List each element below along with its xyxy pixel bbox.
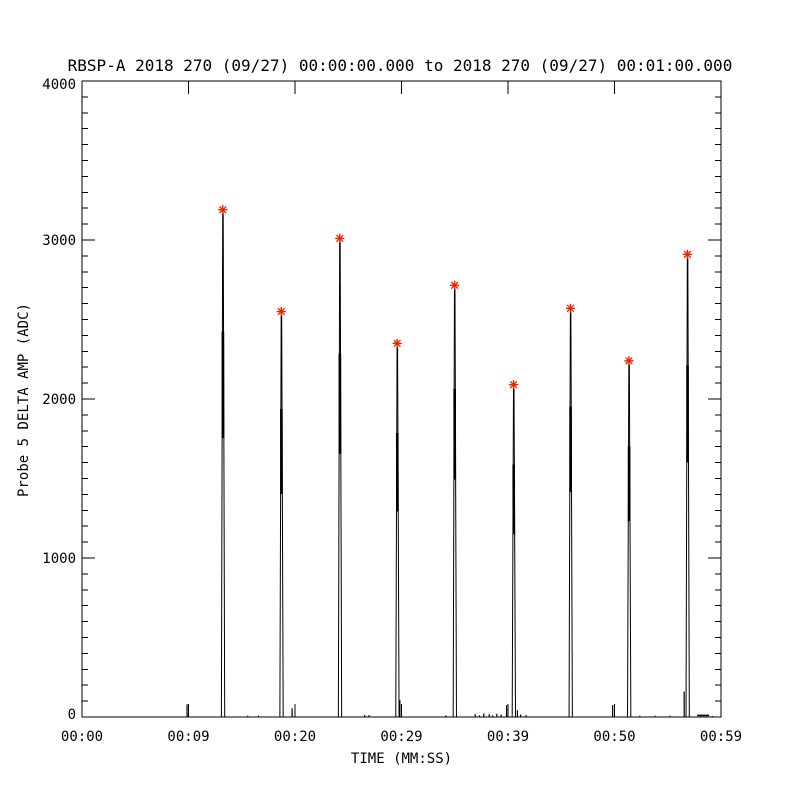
peak-marker-asterisk	[450, 281, 459, 290]
spike-rise-line	[220, 212, 224, 718]
x-tick-label: 00:59	[700, 729, 742, 745]
plot-title: RBSP-A 2018 270 (09/27) 00:00:00.000 to …	[67, 56, 733, 75]
x-tick-label: 00:00	[61, 729, 103, 745]
x-tick-label: 00:50	[593, 729, 635, 745]
peak-marker-asterisk	[393, 339, 401, 348]
spike-fall-line	[628, 363, 632, 718]
peak-marker-asterisk	[625, 357, 633, 365]
spike-fall-line	[339, 241, 343, 718]
peak-marker-asterisk	[277, 307, 286, 316]
spike-rise-line	[568, 311, 571, 718]
y-tick-label: 4000	[42, 77, 76, 93]
spike-rise-line	[511, 387, 514, 718]
spike-rise-line	[395, 346, 398, 718]
y-tick-label: 0	[68, 707, 76, 723]
x-tick-label: 00:29	[380, 729, 422, 745]
y-axis-label: Probe 5 DELTA AMP (ADC)	[16, 303, 32, 497]
spike-rise-line	[685, 257, 688, 718]
x-axis-label: TIME (MM:SS)	[350, 751, 453, 767]
spike-fall-line	[281, 314, 284, 718]
y-tick-label: 1000	[42, 551, 76, 567]
spike-fall-line	[454, 288, 457, 718]
x-tick-label: 00:20	[274, 729, 316, 745]
peak-marker-asterisk	[336, 234, 344, 243]
spike-fall-line	[513, 387, 516, 718]
spike-fall-line	[222, 212, 226, 718]
peak-marker-asterisk	[219, 206, 227, 214]
spike-fall-line	[397, 346, 400, 718]
spike-rise-line	[627, 363, 630, 718]
y-tick-label: 2000	[42, 392, 76, 408]
spike-rise-line	[452, 288, 455, 718]
peak-marker-asterisk	[683, 250, 692, 259]
spike-rise-line	[337, 241, 341, 718]
peak-marker-asterisk	[566, 304, 575, 313]
spike-fall-line	[570, 311, 573, 718]
spike-rise-line	[279, 314, 282, 718]
spike-fall-line	[687, 257, 690, 718]
x-tick-label: 00:39	[487, 729, 529, 745]
x-tick-label: 00:09	[167, 729, 209, 745]
peak-marker-asterisk	[509, 380, 518, 389]
axis-frame	[81, 80, 722, 718]
y-tick-label: 3000	[42, 233, 76, 249]
